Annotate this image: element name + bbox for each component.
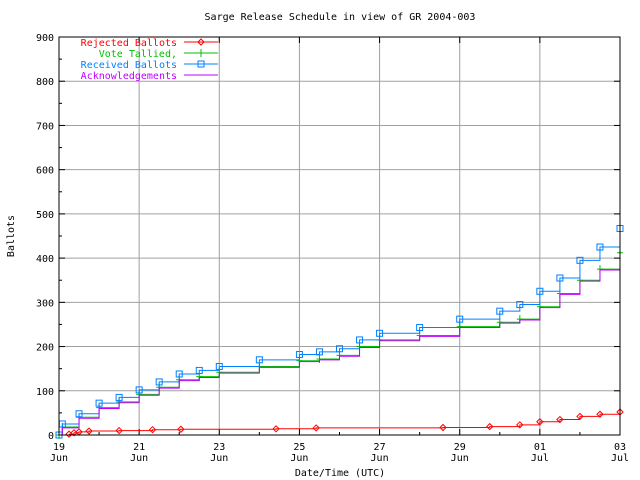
data-point-square bbox=[376, 329, 384, 337]
x-tick-day: 25 bbox=[293, 442, 305, 453]
data-point-square bbox=[556, 274, 564, 282]
data-point-square bbox=[416, 324, 424, 332]
x-tick-day: 21 bbox=[133, 442, 145, 453]
series-rejected-ballots bbox=[65, 408, 624, 438]
x-tick-month: Jun bbox=[130, 453, 148, 464]
series-line bbox=[59, 228, 621, 436]
data-point-diamond bbox=[197, 38, 205, 46]
data-point-square bbox=[197, 60, 205, 68]
x-tick-day: 23 bbox=[213, 442, 225, 453]
data-point-square bbox=[596, 243, 604, 251]
data-point-diamond bbox=[536, 418, 544, 426]
series-vote-tallied bbox=[56, 248, 623, 439]
y-tick-label: 800 bbox=[36, 77, 54, 88]
data-point-square bbox=[336, 345, 343, 353]
x-tick-day: 19 bbox=[53, 442, 65, 453]
data-point-diamond bbox=[148, 425, 157, 434]
data-point-square bbox=[295, 351, 303, 359]
data-point-square bbox=[315, 348, 323, 356]
y-tick-label: 900 bbox=[36, 33, 54, 44]
data-point-diamond bbox=[115, 426, 123, 435]
y-tick-label: 0 bbox=[48, 431, 54, 442]
data-point-diamond bbox=[486, 422, 494, 431]
data-point-diamond bbox=[516, 421, 524, 429]
y-axis-label: Ballots bbox=[6, 215, 17, 257]
y-tick-label: 100 bbox=[36, 387, 54, 398]
y-tick-label: 700 bbox=[36, 121, 54, 132]
data-point-square bbox=[135, 386, 143, 394]
grid bbox=[59, 37, 620, 435]
data-point-diamond bbox=[272, 425, 280, 433]
legend-label: Acknowledgements bbox=[81, 71, 177, 82]
data-point-square bbox=[115, 393, 123, 401]
x-tick-month: Jun bbox=[50, 453, 68, 464]
x-tick-day: 03 bbox=[614, 442, 626, 453]
series-acknowledgements bbox=[59, 253, 621, 436]
data-point-diamond bbox=[177, 425, 185, 433]
data-point-diamond bbox=[75, 428, 83, 436]
x-axis-label: Date/Time (UTC) bbox=[295, 468, 385, 479]
data-point-square bbox=[456, 315, 464, 323]
data-point-square bbox=[215, 362, 223, 370]
legend-label: Rejected Ballots bbox=[81, 38, 177, 49]
data-point-square bbox=[155, 378, 163, 386]
data-point-square bbox=[576, 256, 584, 264]
data-point-square bbox=[496, 307, 504, 315]
y-tick-label: 300 bbox=[36, 298, 54, 309]
x-tick-month: Jul bbox=[611, 453, 629, 464]
series-line bbox=[59, 253, 621, 436]
data-point-square bbox=[356, 336, 364, 344]
x-tick-month: Jul bbox=[531, 453, 549, 464]
data-point-diamond bbox=[312, 424, 320, 432]
data-point-square bbox=[516, 301, 524, 309]
x-tick-day: 01 bbox=[534, 442, 546, 453]
data-point-square bbox=[536, 287, 544, 295]
data-point-square bbox=[255, 356, 263, 364]
data-point-square bbox=[95, 399, 103, 407]
data-point-diamond bbox=[576, 412, 584, 421]
series-line bbox=[69, 412, 621, 435]
data-point-diamond bbox=[556, 415, 564, 424]
y-tick-label: 500 bbox=[36, 210, 54, 221]
x-tick-month: Jun bbox=[210, 453, 228, 464]
data-point-diamond bbox=[439, 423, 447, 432]
data-point-diamond bbox=[616, 408, 624, 416]
series-layer bbox=[55, 224, 624, 439]
data-point-square bbox=[75, 410, 83, 418]
data-point-square bbox=[195, 366, 203, 374]
x-tick-day: 27 bbox=[374, 442, 386, 453]
y-tick-label: 200 bbox=[36, 343, 54, 354]
legend-label: Received Ballots bbox=[81, 60, 177, 71]
x-tick-month: Jun bbox=[451, 453, 469, 464]
y-tick-label: 600 bbox=[36, 166, 54, 177]
series-received-ballots bbox=[55, 224, 624, 439]
chart-title: Sarge Release Schedule in view of GR 200… bbox=[205, 12, 476, 23]
series-line bbox=[59, 252, 621, 436]
plot-border bbox=[58, 36, 621, 436]
data-point-diamond bbox=[596, 410, 604, 418]
axis-ticks: 010020030040050060070080090019Jun21Jun23… bbox=[36, 33, 629, 464]
data-point-diamond bbox=[85, 427, 93, 435]
data-point-square bbox=[175, 370, 183, 378]
x-tick-month: Jun bbox=[290, 453, 308, 464]
data-point-plus bbox=[198, 49, 204, 57]
y-tick-label: 400 bbox=[36, 254, 54, 265]
legend-label: Vote Tallied, bbox=[99, 49, 177, 60]
x-tick-month: Jun bbox=[371, 453, 389, 464]
x-tick-day: 29 bbox=[454, 442, 466, 453]
